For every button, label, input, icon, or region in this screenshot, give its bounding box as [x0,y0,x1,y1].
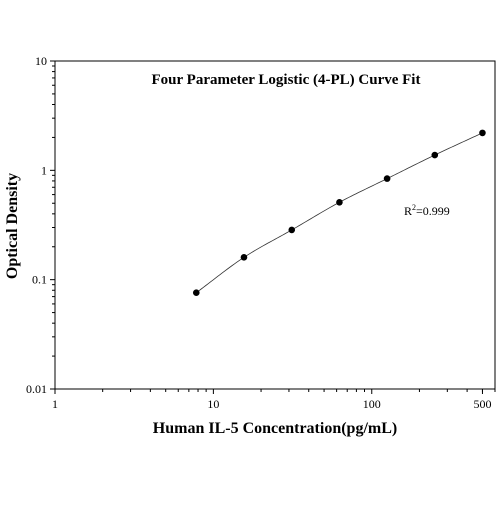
x-tick-label: 100 [363,397,381,411]
x-tick-label: 500 [473,397,491,411]
x-tick-label: 10 [207,397,219,411]
x-axis-title: Human IL-5 Concentration(pg/mL) [153,420,397,437]
x-tick-label: 1 [52,397,58,411]
data-point [288,226,296,234]
y-tick-label: 0.1 [32,273,47,287]
r-squared-value: =0.999 [416,204,450,218]
data-point [431,151,439,159]
data-point [383,175,391,182]
chart-title: Four Parameter Logistic (4-PL) Curve Fit [152,72,421,88]
r-squared-base: R [404,204,412,218]
data-point [479,129,486,137]
data-point [192,289,200,296]
r-squared-annotation: R2=0.999 [404,203,450,218]
y-axis-title: Optical Density [4,173,21,279]
r-squared-superscript: 2 [412,203,416,212]
data-points-layer [192,129,486,296]
y-tick-label: 1 [41,163,47,177]
x-axis-ticks: 1 10 100 500 [52,389,496,411]
data-point [240,254,248,261]
y-axis-ticks: 0.01 0.1 1 10 [26,54,55,396]
data-point [336,199,343,206]
y-tick-label: 10 [35,54,47,68]
plot-frame [54,60,496,390]
y-tick-label: 0.01 [26,382,47,396]
